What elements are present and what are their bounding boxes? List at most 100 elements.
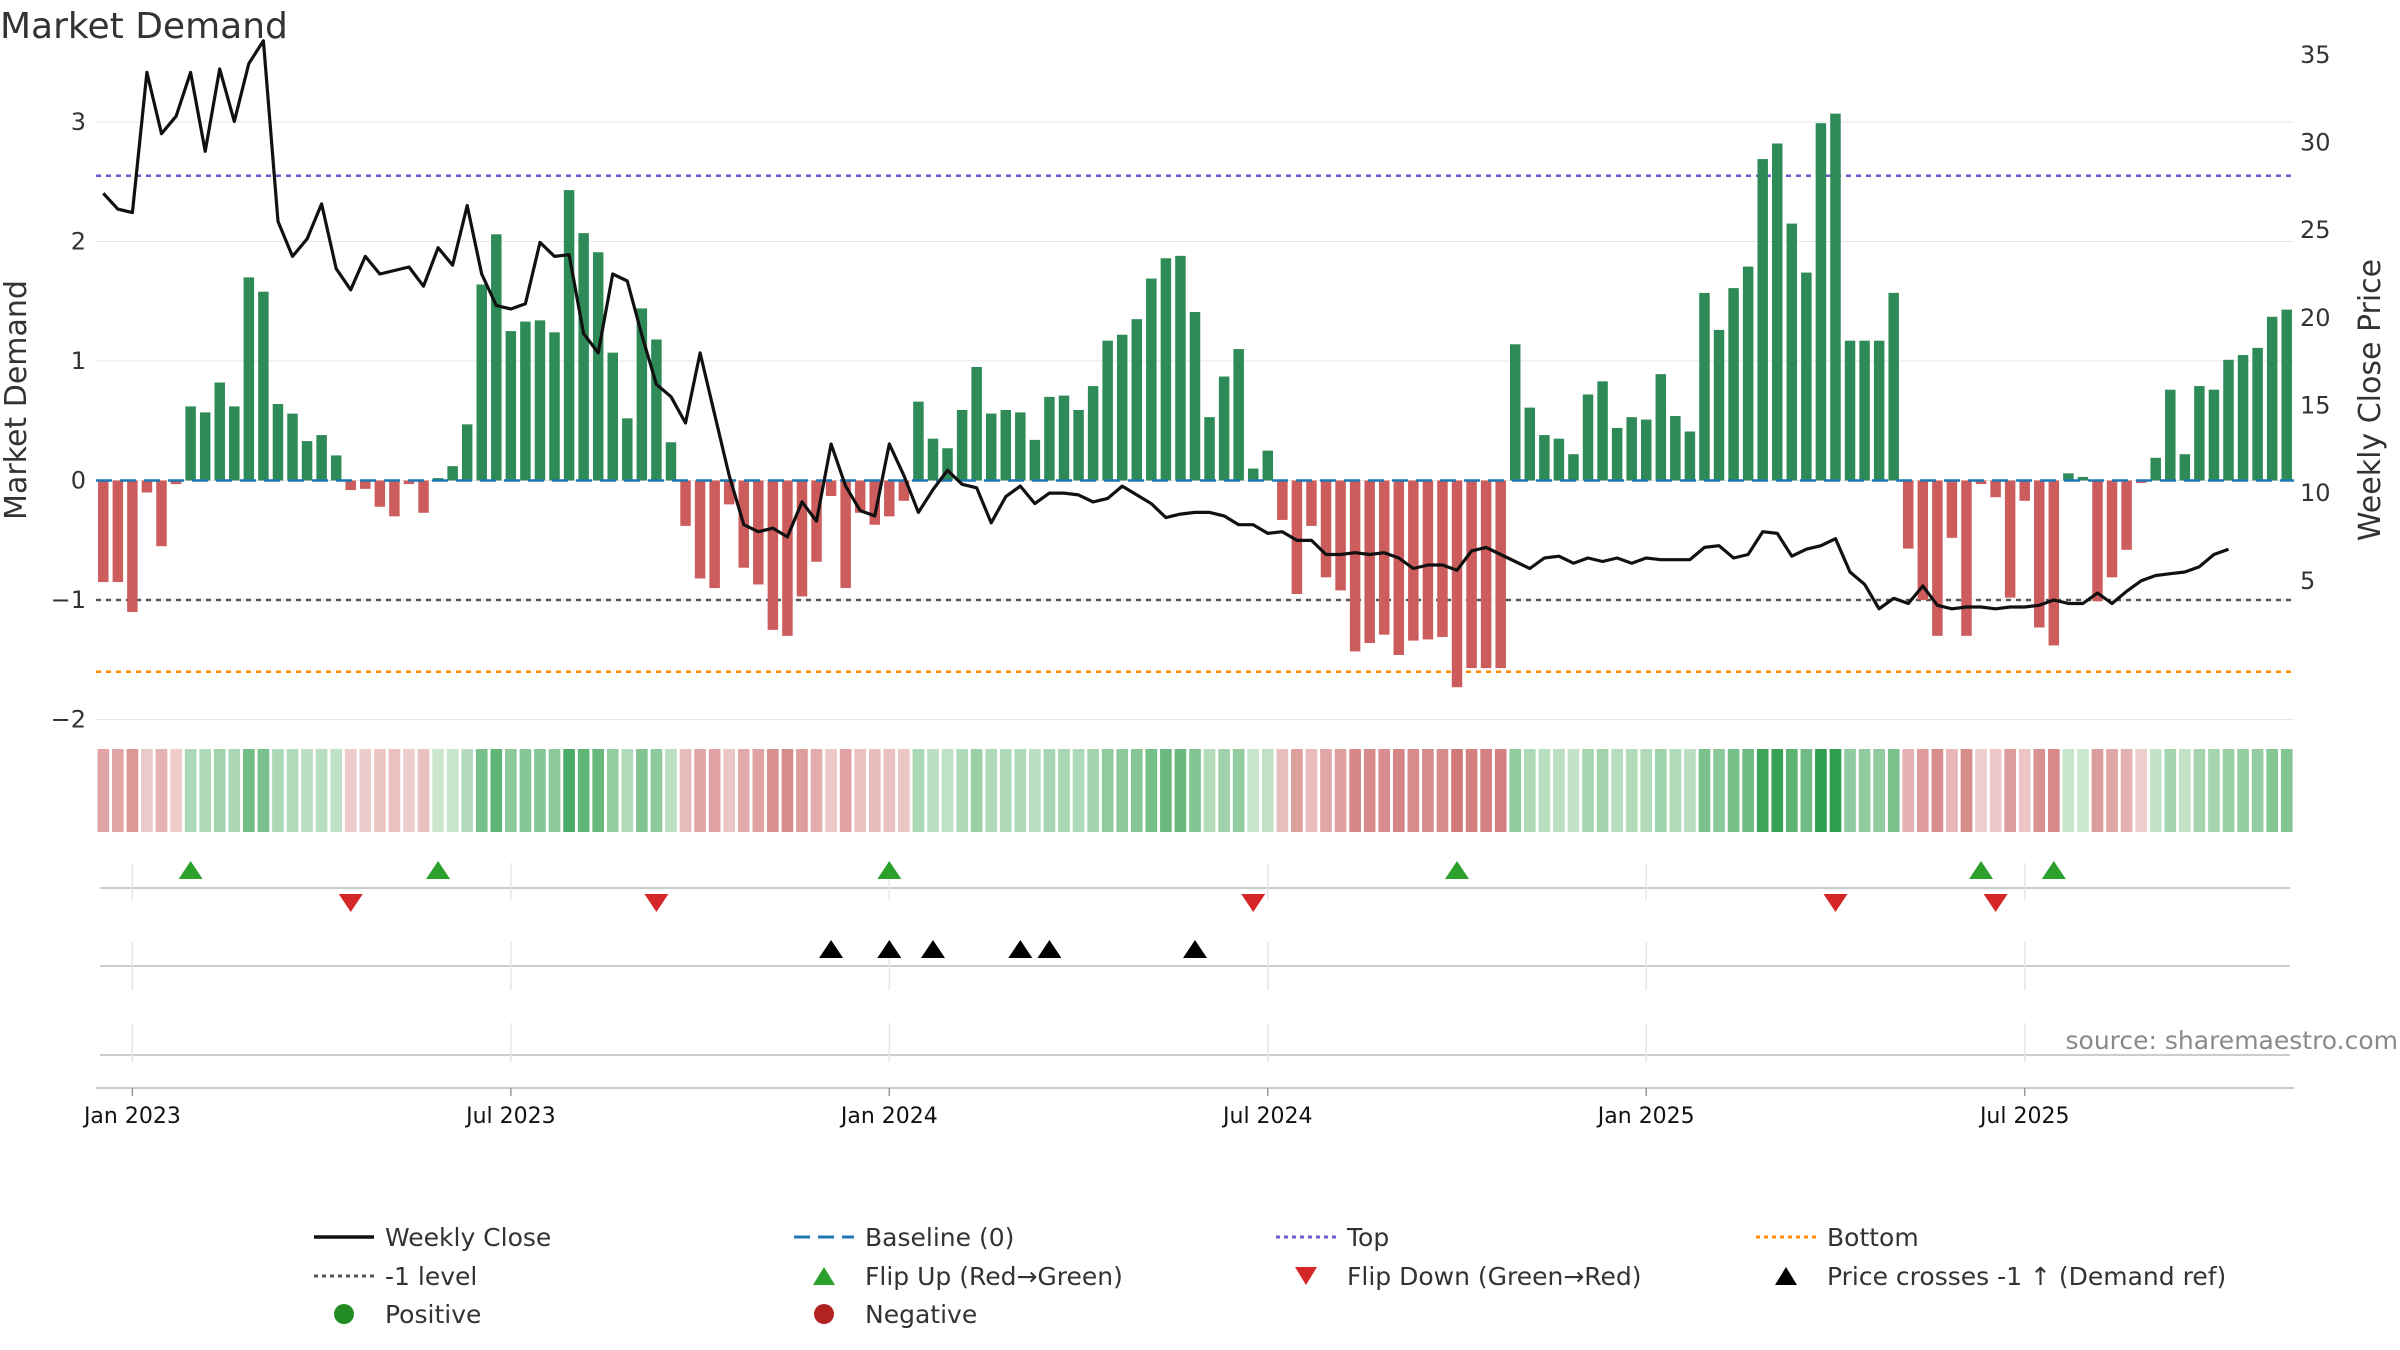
demand-bar: [2150, 457, 2161, 481]
legend-label: Bottom: [1827, 1223, 1919, 1252]
demand-bar: [1408, 480, 1419, 641]
strip-cell: [868, 749, 881, 832]
strip-cell: [1931, 749, 1944, 832]
demand-bar: [840, 480, 851, 589]
left-tick-label: 3: [71, 108, 86, 136]
demand-bar: [199, 412, 211, 481]
demand-bar: [1611, 427, 1623, 481]
strip-cell: [1291, 749, 1303, 832]
strip-cell: [1305, 749, 1318, 832]
strip-cell: [999, 749, 1012, 832]
demand-bar: [709, 480, 720, 589]
right-tick-label: 15: [2300, 391, 2331, 419]
demand-bar: [2223, 359, 2234, 481]
strip-cell: [1567, 749, 1580, 832]
strip-cell: [1654, 749, 1667, 832]
right-tick-label: 30: [2300, 129, 2331, 157]
strip-cell: [1582, 749, 1594, 832]
strip-cell: [767, 749, 779, 832]
demand-bar: [956, 409, 968, 481]
legend-marker-triangle-up: [1775, 1267, 1797, 1285]
demand-bar: [243, 277, 255, 481]
demand-bar: [694, 480, 706, 579]
strip-cell: [1523, 749, 1536, 832]
demand-bar: [1233, 349, 1244, 481]
demand-bar: [985, 413, 997, 481]
price-cross-marker: [920, 940, 945, 958]
demand-bar: [767, 480, 779, 630]
demand-bar: [1946, 480, 1958, 538]
flip-up-marker: [426, 861, 451, 879]
demand-bar: [2092, 480, 2103, 602]
strip-cell: [286, 749, 299, 832]
flip-up-marker: [1445, 861, 1470, 879]
strip-cell: [1116, 749, 1129, 832]
left-tick-label: 2: [71, 228, 86, 256]
strip-cell: [1727, 749, 1740, 832]
strip-cell: [1509, 749, 1522, 832]
demand-bar: [1742, 266, 1754, 481]
date-tick-label: Jul 2023: [464, 1104, 556, 1129]
demand-bar: [1320, 480, 1332, 578]
demand-bar: [345, 480, 356, 491]
strip-cell: [2004, 749, 2016, 832]
strip-cell: [1494, 749, 1507, 832]
strip-cell: [2179, 749, 2191, 832]
strip-cell: [839, 749, 852, 832]
strip-cell: [112, 749, 124, 832]
strip-cell: [1392, 749, 1405, 832]
demand-bar: [360, 480, 371, 489]
strip-cell: [1407, 749, 1420, 832]
strip-cell: [1596, 749, 1609, 832]
strip-cell: [1058, 749, 1070, 832]
strip-cell: [1902, 749, 1915, 832]
date-tick-label: Jul 2025: [1978, 1104, 2070, 1129]
strip-cell: [1684, 749, 1696, 832]
demand-bar: [1975, 480, 1987, 485]
demand-bar: [651, 339, 662, 481]
demand-bar: [1335, 480, 1346, 591]
strip-cell: [708, 749, 721, 832]
strip-cell: [1130, 749, 1143, 832]
demand-bar: [2281, 309, 2292, 481]
strip-cell: [621, 749, 634, 832]
strip-cell: [1960, 749, 1973, 832]
demand-bar: [1903, 480, 1914, 549]
demand-bar: [1204, 417, 1215, 481]
strip-cell: [446, 749, 459, 832]
demand-bar: [1146, 278, 1157, 481]
demand-bar: [2121, 480, 2132, 550]
demand-bar: [2179, 454, 2191, 481]
strip-cell: [854, 749, 867, 832]
strip-cell: [1887, 749, 1900, 832]
demand-bar: [1553, 438, 1565, 481]
demand-bar: [214, 382, 225, 481]
demand-bar: [389, 480, 400, 517]
strip-cell: [344, 749, 357, 832]
demand-bar: [898, 480, 910, 501]
right-tick-label: 35: [2300, 41, 2331, 69]
strip-cell: [577, 749, 590, 832]
demand-bar: [2208, 389, 2220, 481]
strip-cell: [330, 749, 343, 832]
strip-cell: [199, 749, 211, 832]
demand-bars: [98, 113, 2292, 688]
strip-cell: [1975, 749, 1987, 832]
strip-cell: [1611, 749, 1623, 832]
demand-bar: [1000, 409, 1012, 481]
demand-bar: [1801, 272, 1812, 481]
demand-bar: [913, 401, 924, 481]
strip-cell: [1873, 749, 1885, 832]
demand-bar: [1247, 468, 1259, 481]
legend-marker-circle: [814, 1304, 834, 1324]
strip-cell: [1203, 749, 1216, 832]
strip-cell: [694, 749, 706, 832]
price-cross-marker: [1037, 940, 1062, 958]
legend-label: Negative: [865, 1300, 977, 1329]
strip-cell: [257, 749, 270, 832]
demand-bar: [418, 480, 429, 513]
demand-bar: [1364, 480, 1375, 644]
demand-bar: [1175, 255, 1186, 481]
strip-cell: [213, 749, 226, 832]
strip-cell: [2135, 749, 2147, 832]
